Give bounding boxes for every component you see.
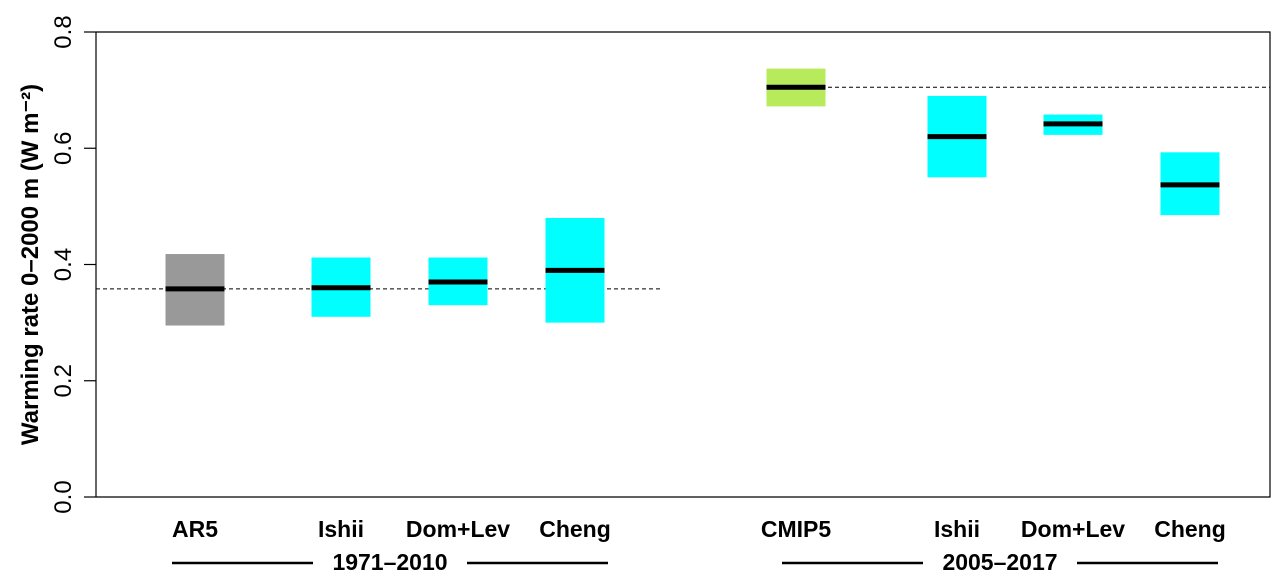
x-axis-labels: AR5 Ishii Dom+Lev Cheng 1971–2010 CMIP5 Ishii D… [172, 516, 1226, 575]
y-tick-label: 0.6 [50, 132, 77, 165]
category-label: Dom+Lev [406, 516, 510, 542]
y-tick-label: 0.8 [50, 15, 77, 48]
category-label: Ishii [934, 516, 980, 542]
category-label: CMIP5 [761, 516, 832, 542]
y-tick-label: 0.4 [50, 248, 77, 281]
y-tick-label: 0.0 [50, 480, 77, 513]
plot-area [96, 31, 1271, 498]
y-axis-title: Warming rate 0–2000 m (W m⁻²) [17, 84, 44, 445]
period-label: 1971–2010 [332, 549, 447, 575]
category-label: AR5 [172, 516, 218, 542]
period-label: 2005–2017 [942, 549, 1057, 575]
category-label: Ishii [318, 516, 364, 542]
y-tick-label: 0.2 [50, 364, 77, 397]
category-label: Cheng [1154, 516, 1226, 542]
category-label: Dom+Lev [1021, 516, 1125, 542]
plot-frame [96, 31, 1271, 498]
y-axis-label-group: Warming rate 0–2000 m (W m⁻²) [17, 84, 44, 445]
y-axis: 0.0 0.2 0.4 0.6 0.8 [50, 15, 97, 514]
category-label: Cheng [539, 516, 611, 542]
